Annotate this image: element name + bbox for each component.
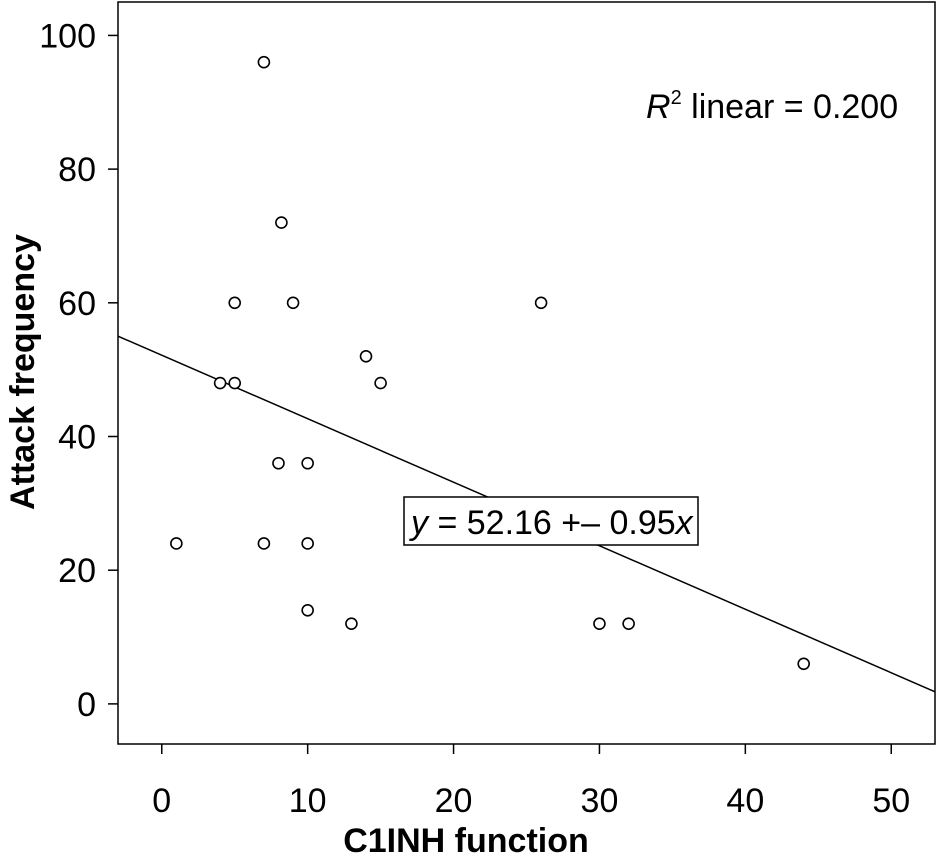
data-point [213, 376, 227, 390]
r2-text: linear = 0.200 [682, 88, 898, 126]
data-point [593, 617, 606, 630]
x-tick-label: 30 [581, 782, 619, 820]
data-point [301, 604, 314, 617]
equation-body: = 52.16 +– 0.95 [428, 504, 676, 542]
r2-symbol: R [646, 88, 671, 126]
y-axis-title: Attack frequency [4, 234, 42, 510]
y-tick-label: 80 [58, 151, 96, 189]
y-tick-label: 20 [58, 552, 96, 590]
x-tick-label: 20 [435, 782, 473, 820]
data-point [170, 537, 183, 550]
r2-superscript: 2 [671, 87, 682, 109]
data-point [622, 617, 635, 630]
data-point [228, 376, 242, 390]
data-point [345, 617, 358, 630]
x-tick-label: 0 [152, 782, 171, 820]
equation-label: y = 52.16 +– 0.95x [409, 504, 694, 542]
data-point [301, 537, 314, 550]
equation-y: y [409, 504, 430, 542]
y-tick-label: 40 [58, 419, 96, 457]
data-point [797, 657, 810, 671]
plot-frame [117, 1, 936, 745]
equation-box [403, 496, 699, 546]
data-point [374, 376, 387, 390]
data-point [359, 349, 373, 363]
data-point [257, 55, 271, 69]
equation-x: x [674, 504, 694, 542]
data-point [257, 537, 271, 550]
data-point [272, 456, 285, 470]
x-axis-ticks: 0 10 20 30 40 50 [152, 744, 910, 820]
y-tick-label: 0 [77, 686, 96, 724]
x-axis-title: C1INH function [343, 822, 589, 859]
x-tick-label: 10 [289, 782, 327, 820]
data-point [286, 296, 300, 310]
y-tick-label: 60 [58, 285, 96, 323]
r2-label: R2 linear = 0.200 [646, 87, 898, 126]
data-point [275, 216, 288, 229]
data-point [301, 456, 314, 470]
x-tick-label: 40 [726, 782, 764, 820]
y-tick-label: 100 [39, 17, 96, 55]
x-tick-label: 50 [872, 782, 910, 820]
data-points [170, 55, 810, 671]
data-point [534, 296, 548, 310]
data-point [228, 296, 242, 310]
y-axis-ticks: 0 20 40 60 80 100 [39, 17, 118, 724]
